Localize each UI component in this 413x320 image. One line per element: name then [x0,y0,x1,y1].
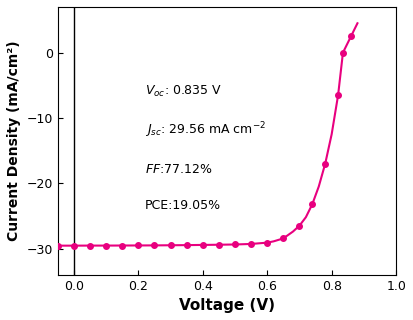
Y-axis label: Current Density (mA/cm²): Current Density (mA/cm²) [7,40,21,241]
Text: $\it{FF}$:77.12%: $\it{FF}$:77.12% [145,164,212,176]
Text: $J_{sc}$: 29.56 mA cm$^{-2}$: $J_{sc}$: 29.56 mA cm$^{-2}$ [145,120,266,140]
X-axis label: Voltage (V): Voltage (V) [179,298,275,313]
Text: $V_{oc}$: 0.835 V: $V_{oc}$: 0.835 V [145,84,222,99]
Text: PCE:19.05%: PCE:19.05% [145,199,221,212]
